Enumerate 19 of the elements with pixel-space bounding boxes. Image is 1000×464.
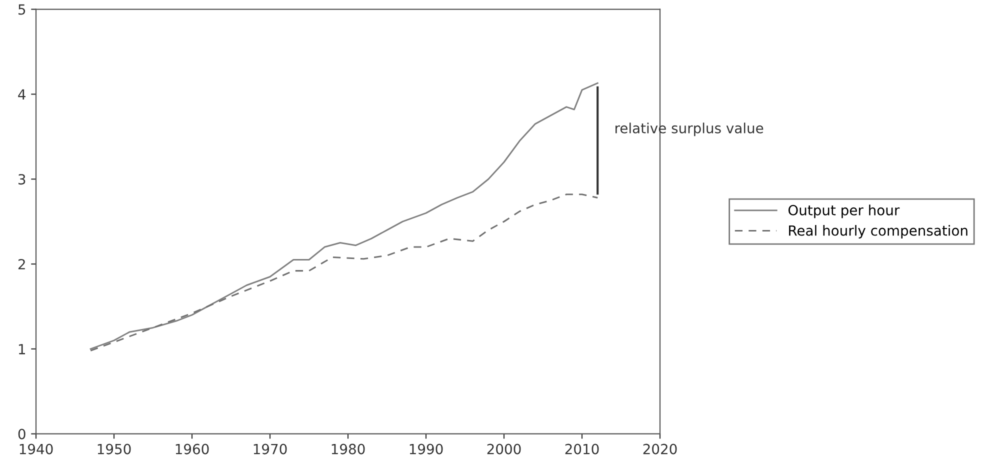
x-tick-label: 2010: [565, 444, 599, 454]
x-tick-label: 1960: [176, 444, 209, 454]
x-tick-label: 1980: [332, 444, 365, 454]
line-series: [90, 194, 598, 352]
y-tick-label: 3: [18, 174, 26, 185]
x-tick-label: 2000: [487, 444, 521, 454]
y-tick-label: 5: [18, 4, 26, 15]
x-tick-label: 1990: [410, 444, 443, 454]
y-tick-label: 1: [18, 344, 25, 354]
x-tick-label: 2020: [643, 444, 677, 454]
y-tick-label: 2: [18, 258, 25, 270]
x-tick-label: 1970: [254, 444, 287, 454]
legend-label: Output per hour: [788, 204, 900, 218]
y-tick-label: 4: [18, 89, 26, 100]
line-series: [90, 82, 598, 350]
x-tick-label: 1950: [98, 444, 131, 454]
y-tick-label: 0: [18, 428, 26, 440]
x-tick-label: 1940: [20, 444, 53, 454]
legend-label: Real hourly compensation: [789, 225, 968, 238]
